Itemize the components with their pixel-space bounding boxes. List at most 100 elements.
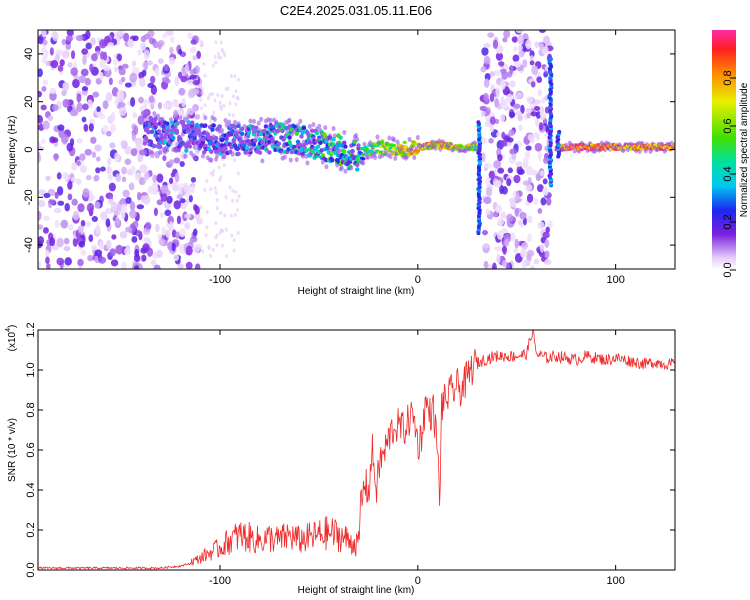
spectrogram-ridge-cell (267, 150, 272, 155)
spectrogram-noise-cell (54, 191, 59, 199)
spectrogram-noise-cell (168, 177, 174, 184)
spectrogram-ridge-cell (244, 145, 250, 151)
spectrogram-noise-cell (147, 82, 155, 89)
spectrogram-noise-cell (125, 196, 132, 204)
spectrogram-noise-cell (132, 35, 139, 42)
spectrogram-ridge-cell (187, 144, 193, 149)
spectrogram-ridge-halo (184, 144, 189, 150)
spectrogram-noise-cell (72, 78, 80, 89)
spectrogram-noise-cell (124, 145, 132, 155)
spectrogram-noise-cell (484, 107, 491, 116)
spectrogram-ridge-cell (280, 128, 285, 134)
spectrogram-ridge-halo (282, 154, 287, 160)
spectrogram-noise-cell (232, 238, 236, 243)
spectrogram-noise-cell (88, 196, 94, 203)
spectrogram-ridge-cell (198, 131, 203, 137)
spectrogram-ridge-cell (388, 146, 393, 150)
spectrogram-ridge-halo (260, 158, 265, 164)
spectrogram-noise-cell (185, 245, 193, 256)
spectrogram-noise-cell (81, 48, 88, 55)
spectrogram-ridge-halo (373, 154, 378, 160)
spectrogram-noise-cell (223, 213, 227, 218)
spectrogram-spike-cell (557, 129, 562, 134)
spectrogram-noise-cell (171, 229, 177, 238)
spectrogram-noise-cell (142, 243, 150, 252)
spectrogram-noise-cell (51, 104, 59, 112)
spectrogram-noise-cell (180, 75, 188, 83)
spectrogram-noise-cell (505, 262, 510, 269)
spectrogram-ridge-cell (239, 131, 245, 136)
spectrogram-noise-cell (121, 166, 127, 175)
spectrogram-noise-cell (179, 161, 185, 168)
spectrogram-ridge-halo (349, 165, 354, 171)
spectrogram-noise-cell (106, 165, 112, 176)
spectrogram-noise-cell (497, 167, 505, 174)
spectrogram-noise-cell (511, 36, 518, 43)
spectrogram-noise-cell (156, 249, 163, 258)
spectrogram-noise-cell (76, 160, 81, 166)
spectrogram-noise-cell (236, 171, 240, 176)
spectrogram-noise-cell (540, 197, 547, 206)
spectrogram-ridge-halo (365, 154, 370, 160)
spectrogram-noise-cell (494, 98, 500, 108)
spectrogram-noise-cell (520, 248, 527, 259)
spectrogram-noise-cell (70, 50, 76, 60)
spectrogram-noise-cell (510, 201, 517, 208)
spectrogram-noise-cell (61, 38, 67, 46)
spectrogram-ridge-halo (149, 150, 154, 156)
spectrogram-noise-cell (114, 31, 123, 38)
colorbar-tick-label: 0.2 (722, 214, 734, 229)
spectrogram-noise-cell (165, 30, 174, 37)
spectrogram-noise-cell (520, 104, 525, 114)
svg-text:(x104): (x104) (5, 325, 18, 352)
spectrogram-noise-cell (499, 113, 506, 123)
spectrogram-noise-cell (94, 144, 102, 152)
spectrogram-ridge-cell (276, 141, 282, 146)
spectrogram-noise-cell (521, 260, 527, 269)
spectrogram-noise-cell (76, 102, 83, 112)
spectrogram-ridge-cell (154, 122, 159, 127)
spectrogram-noise-cell (61, 133, 69, 144)
spectrogram-ridge-cell (318, 140, 323, 146)
spectrogram-ridge-cell (402, 140, 407, 144)
spectrogram-noise-cell (233, 158, 237, 163)
spectrogram-ridge-cell (262, 128, 267, 134)
spectrogram-noise-cell (87, 254, 94, 262)
spectrogram-noise-cell (67, 193, 73, 201)
spectrogram-noise-cell (545, 226, 550, 233)
spectrogram-noise-cell (483, 43, 491, 49)
spectrogram-noise-cell (205, 225, 209, 230)
spectrogram-noise-cell (233, 74, 237, 79)
spectrogram-noise-cell (109, 123, 116, 133)
spectrogram-noise-cell (91, 53, 98, 62)
spectrogram-noise-cell (178, 186, 183, 197)
snr-y-tick-label: 0.4 (25, 482, 37, 497)
spectrogram-ridge-halo (375, 134, 380, 140)
spectrogram-noise-cell (109, 248, 116, 257)
spectrogram-ridge-cell (298, 142, 303, 148)
spectrogram-ridge-cell (409, 152, 415, 156)
spectrogram-noise-cell (99, 71, 104, 81)
spectrogram-noise-cell (189, 236, 195, 245)
spectrogram-noise-cell (154, 67, 160, 76)
snr-y-tick-label: 0.8 (25, 402, 37, 417)
spectrogram-noise-cell (62, 98, 71, 108)
spectrogram-noise-cell (192, 104, 199, 112)
spectrogram-noise-cell (110, 201, 118, 212)
spectrogram-noise-cell (530, 265, 535, 269)
spectrogram-noise-cell (161, 226, 167, 236)
spectrogram-noise-cell (492, 262, 497, 269)
spectrogram-noise-cell (533, 258, 540, 265)
spectrogram-ridge-cell (148, 115, 153, 121)
spectrogram-noise-cell (113, 66, 119, 73)
spectrogram-noise-cell (157, 234, 163, 240)
spectrogram-noise-cell (115, 244, 124, 255)
spectrogram-noise-cell (120, 140, 126, 147)
spectrogram-ridge-cell (254, 125, 259, 130)
spectrogram-noise-cell (49, 87, 57, 94)
spectrogram-ridge-cell (211, 123, 216, 128)
spectrogram-noise-cell (134, 137, 142, 145)
spectrogram-noise-cell (508, 129, 515, 137)
spectrogram-noise-cell (529, 55, 534, 61)
spectrogram-noise-cell (91, 151, 97, 159)
